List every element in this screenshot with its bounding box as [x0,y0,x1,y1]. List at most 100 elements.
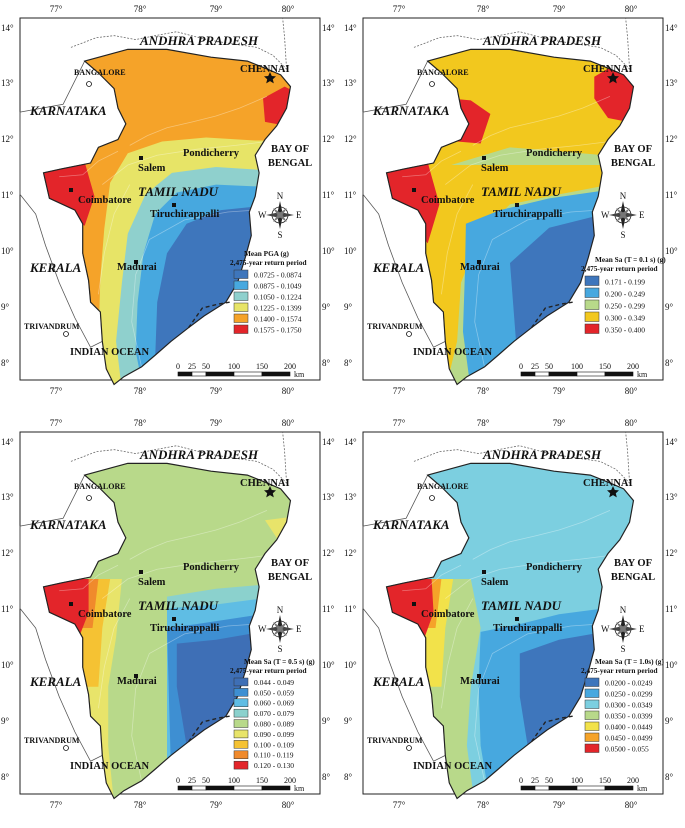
tamil-nadu-outline [42,48,292,386]
latitude-tick-left: 12° [1,548,14,558]
city-marker-bangalore [429,495,435,501]
contour-line [474,209,599,367]
state-label-tamil-nadu: TAMIL NADU [138,598,219,613]
contour-line [441,598,474,709]
state-border [70,431,288,484]
state-label-kerala: KERALA [29,260,82,275]
scale-tick: 0 [519,362,523,371]
longitude-tick-top: 80° [282,4,295,14]
compass-rose: N S E W [258,605,302,654]
scale-tick: 150 [599,776,611,785]
longitude-tick-bottom: 78° [477,386,490,396]
contour-line [131,623,256,781]
legend-item-label: 0.350 - 0.400 [605,326,645,335]
latitude-tick-right: 11° [665,190,678,200]
contour-line [98,184,131,295]
city-label-salem: Salem [138,577,166,588]
legend-swatch [584,311,600,322]
city-marker [482,156,486,160]
latitude-tick-right: 10° [322,246,335,256]
legend-item-label: 0.090 - 0.099 [254,730,294,739]
city-label-coimbatore: Coimbatore [421,195,475,206]
city-label-madurai: Madurai [117,676,157,687]
legend-item-label: 0.060 - 0.069 [254,699,294,708]
compass-w: W [601,210,610,220]
tamil-nadu-outline [385,462,635,800]
scale-tick: 50 [202,362,210,371]
compass-s: S [620,230,625,240]
legend-swatch [233,708,249,718]
map-svg: 77° 77° 78° 78° 79° 79° 80° 80° 14° 14° 13° 13° 12° 1… [344,418,678,810]
compass-s: S [277,644,282,654]
state-border [413,17,631,70]
legend-item-label: 0.1050 - 0.1224 [254,293,302,302]
legend-item-label: 0.171 - 0.199 [605,278,645,287]
legend-item-label: 0.0350 - 0.0399 [605,712,653,721]
legend-subtitle: 2,475-year return period [230,666,307,675]
city-label-salem: Salem [138,163,166,174]
state-label-karnataka: KARNATAKA [29,517,107,532]
scale-tick: 50 [202,776,210,785]
state-label-andhra-pradesh: ANDHRA PRADESH [139,33,259,48]
city-label-tiruchirappalli: Tiruchirappalli [150,209,219,220]
city-marker-bangalore [86,81,92,87]
latitude-tick-right: 14° [322,437,335,447]
scale-tick: 200 [284,362,296,371]
city-label-pondicherry: Pondicherry [183,148,240,159]
scale-tick: 0 [176,776,180,785]
legend-item-label: 0.1575 - 0.1750 [254,326,302,335]
latitude-tick-left: 11° [344,604,357,614]
legend-swatch [233,324,249,334]
legend-swatch [233,760,249,770]
city-marker [515,617,519,621]
bay-label-line2: BENGAL [268,158,312,169]
city-marker-trivandrum [63,745,69,751]
legend-item-label: 0.0300 - 0.0349 [605,701,653,710]
latitude-tick-right: 8° [322,358,331,368]
contour-line [131,209,256,367]
scale-unit: km [294,784,305,793]
map-svg: 77° 77° 78° 78° 79° 79° 80° 80° 14° 14° 13° 13° 12° 1… [344,4,678,396]
capital-star-chennai [607,486,619,498]
city-label-bangalore: BANGALORE [417,482,469,491]
hazard-zone [43,155,95,226]
legend-swatch [233,698,249,707]
longitude-tick-bottom: 80° [282,386,295,396]
bay-label-line1: BAY OF [614,558,652,569]
latitude-tick-right: 12° [665,134,678,144]
map-panel-pga: 77° 77° 78° 78° 79° 79° 80° 80° 14° 14° 13° 13° 12° 1… [0,0,342,414]
state-label-tamil-nadu: TAMIL NADU [138,184,219,199]
city-label-madurai: Madurai [460,676,500,687]
bay-label-line2: BENGAL [611,572,655,583]
longitude-tick-top: 80° [625,418,638,428]
compass-rose: N S E W [601,605,645,654]
longitude-tick-top: 78° [134,418,147,428]
capital-star-chennai [607,72,619,84]
city-label-trivandrum: TRIVANDRUM [24,322,80,331]
legend-item-label: 0.1225 - 0.1399 [254,304,302,313]
legend-swatch [233,269,249,279]
longitude-tick-top: 79° [210,418,223,428]
city-label-coimbatore: Coimbatore [78,609,132,620]
scale-tick: 100 [228,776,240,785]
legend-swatch [584,299,600,310]
ocean-label: INDIAN OCEAN [70,761,149,772]
compass-s: S [277,230,282,240]
legend-item-label: 0.0200 - 0.0249 [605,679,653,688]
latitude-tick-left: 12° [1,134,14,144]
legend-swatch [584,699,600,709]
capital-star-chennai [264,72,276,84]
longitude-tick-top: 78° [477,4,490,14]
scale-tick: 50 [545,776,553,785]
legend-swatch [233,719,249,728]
contour-line [474,623,599,781]
longitude-tick-top: 78° [134,4,147,14]
latitude-tick-right: 14° [665,23,678,33]
legend-item-label: 0.1400 - 0.1574 [254,315,302,324]
contour-line [472,96,611,146]
longitude-tick-bottom: 78° [134,386,147,396]
legend-subtitle: 2,475-year return period [230,258,307,267]
